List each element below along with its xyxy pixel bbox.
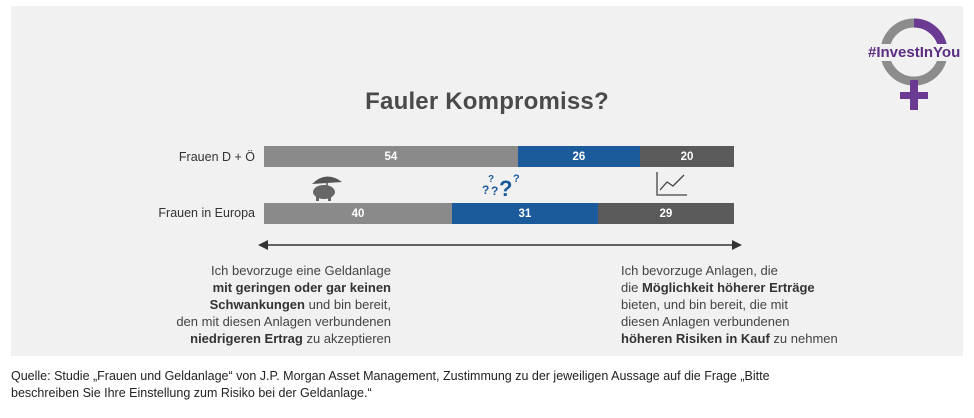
chart-panel (11, 6, 963, 356)
question-marks-icon: ? ? ? ? ? (482, 173, 520, 200)
bar-segment-0-2: 20 (639, 146, 734, 167)
svg-text:?: ? (488, 174, 494, 185)
bar-segment-1-0: 40 (264, 203, 452, 224)
line-chart-icon (656, 172, 687, 196)
stacked-bar-1: 40 31 29 (264, 203, 734, 224)
source-note: Quelle: Studie „Frauen und Geldanlage“ v… (11, 369, 770, 400)
stacked-bar-0: 54 26 20 (264, 146, 734, 167)
category-label-1: Frauen in Europa (158, 206, 255, 220)
bar-segment-0-0: 54 (264, 146, 518, 167)
svg-text:?: ? (491, 184, 498, 198)
chart-title: Fauler Kompromiss? (365, 88, 609, 115)
bar-segment-1-2: 29 (597, 203, 734, 224)
svg-text:?: ? (499, 176, 512, 200)
bar-segment-1-1: 31 (452, 203, 598, 224)
left-statement: Ich bevorzuge eine Geldanlage mit gering… (176, 263, 391, 346)
direction-arrow-icon (258, 240, 742, 250)
logo-text: #InvestInYou (866, 44, 963, 61)
svg-text:?: ? (513, 173, 520, 185)
svg-text:?: ? (482, 183, 489, 197)
piggy-bank-umbrella-icon (312, 176, 342, 201)
right-statement: Ich bevorzuge Anlagen, die die Möglichke… (621, 263, 838, 346)
bar-segment-0-1: 26 (517, 146, 640, 167)
category-label-0: Frauen D + Ö (178, 150, 255, 164)
